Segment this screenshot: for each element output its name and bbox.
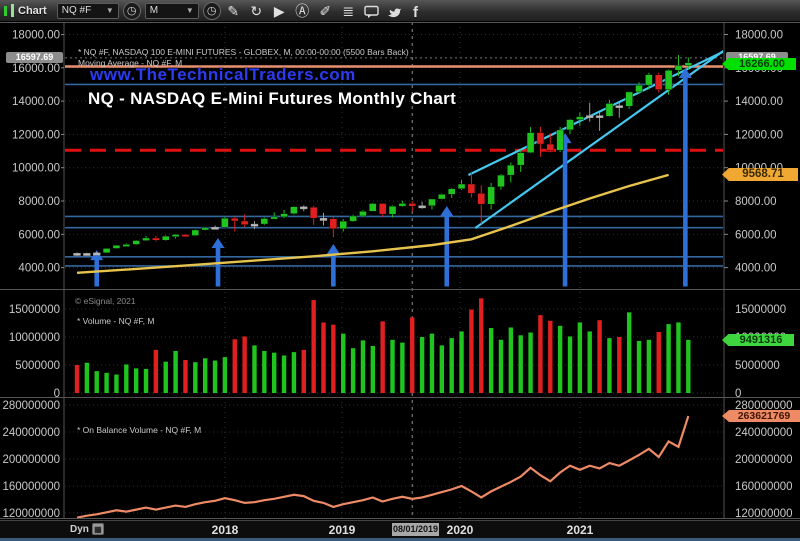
- toolbar: Chart NQ #F ▼ ◷ M ▼ ◷ ✎ ↻ ▶ Ⓐ ✐ ≣ f: [0, 0, 800, 22]
- lock-icon: ▦: [91, 523, 104, 535]
- year-label: 2019: [328, 523, 356, 537]
- svg-text:14000.00: 14000.00: [735, 96, 783, 108]
- play-icon[interactable]: ▶: [269, 1, 290, 21]
- svg-text:200000000: 200000000: [2, 454, 60, 466]
- svg-text:18000.00: 18000.00: [735, 30, 783, 42]
- selected-date-badge: 08/01/2019: [392, 523, 439, 536]
- svg-text:15000000: 15000000: [9, 304, 60, 316]
- svg-text:280000000: 280000000: [2, 400, 60, 412]
- svg-text:10000.00: 10000.00: [12, 163, 60, 175]
- svg-text:160000000: 160000000: [2, 481, 60, 493]
- window-title: Chart: [18, 4, 47, 17]
- dyn-label: Dyn: [70, 523, 89, 535]
- twitter-icon[interactable]: [384, 1, 405, 21]
- svg-text:160000000: 160000000: [735, 481, 793, 493]
- eraser-icon[interactable]: ✐: [315, 1, 336, 21]
- interval-dropdown[interactable]: M ▼: [144, 2, 199, 19]
- svg-text:0: 0: [735, 388, 741, 400]
- svg-text:120000000: 120000000: [735, 508, 793, 520]
- symbol-lookup-icon[interactable]: ◷: [122, 2, 141, 20]
- svg-text:12000.00: 12000.00: [735, 129, 783, 141]
- svg-text:120000000: 120000000: [2, 508, 60, 520]
- svg-text:240000000: 240000000: [2, 427, 60, 439]
- svg-text:f: f: [413, 4, 419, 19]
- year-label: 2020: [446, 523, 474, 537]
- chat-bubble-icon[interactable]: [361, 1, 382, 21]
- svg-text:10000.00: 10000.00: [735, 163, 783, 175]
- svg-text:14000.00: 14000.00: [12, 96, 60, 108]
- svg-text:4000.00: 4000.00: [735, 263, 777, 275]
- candle-bar-icon: [4, 5, 7, 16]
- svg-text:10000000: 10000000: [9, 332, 60, 344]
- refresh-icon[interactable]: ↻: [246, 1, 267, 21]
- svg-text:6000.00: 6000.00: [735, 229, 777, 241]
- chevron-down-icon: ▼: [105, 6, 114, 15]
- interval-clock-icon[interactable]: ◷: [202, 1, 221, 20]
- symbol-dropdown[interactable]: NQ #F ▼: [56, 2, 119, 19]
- svg-text:6000.00: 6000.00: [18, 229, 60, 241]
- draw-pencil-icon[interactable]: ✎: [223, 1, 244, 21]
- svg-text:8000.00: 8000.00: [18, 196, 60, 208]
- svg-text:0: 0: [54, 388, 60, 400]
- year-label: 2021: [566, 523, 594, 537]
- dyn-scale-button[interactable]: Dyn ▦: [70, 523, 104, 535]
- chart-canvas[interactable]: 18000.00 18000.00 16000.00 16000.00 14000.00…: [0, 22, 800, 520]
- symbol-value: NQ #F: [61, 5, 92, 16]
- svg-text:15000000: 15000000: [735, 304, 786, 316]
- svg-text:240000000: 240000000: [735, 427, 793, 439]
- svg-text:12000.00: 12000.00: [12, 129, 60, 141]
- svg-text:5000000: 5000000: [735, 360, 780, 372]
- candle-bar-icon: [11, 4, 14, 17]
- annotation-a-icon[interactable]: Ⓐ: [292, 1, 313, 21]
- quote-list-icon[interactable]: ≣: [338, 1, 359, 21]
- chevron-down-icon: ▼: [185, 6, 194, 15]
- chart-window-icon: Chart: [4, 4, 47, 17]
- svg-text:18000.00: 18000.00: [12, 30, 60, 42]
- window-edge: [0, 538, 800, 541]
- svg-text:10000000: 10000000: [735, 332, 786, 344]
- svg-text:16000.00: 16000.00: [12, 63, 60, 75]
- svg-text:4000.00: 4000.00: [18, 263, 60, 275]
- svg-text:16000.00: 16000.00: [735, 63, 783, 75]
- year-label: 2018: [211, 523, 239, 537]
- facebook-icon[interactable]: f: [407, 1, 428, 21]
- interval-value: M: [149, 5, 159, 16]
- svg-text:8000.00: 8000.00: [735, 196, 777, 208]
- svg-text:200000000: 200000000: [735, 454, 793, 466]
- svg-text:280000000: 280000000: [735, 400, 793, 412]
- svg-text:5000000: 5000000: [15, 360, 60, 372]
- time-axis: Dyn ▦ 2018 2019 08/01/2019 2020 2021: [0, 520, 800, 538]
